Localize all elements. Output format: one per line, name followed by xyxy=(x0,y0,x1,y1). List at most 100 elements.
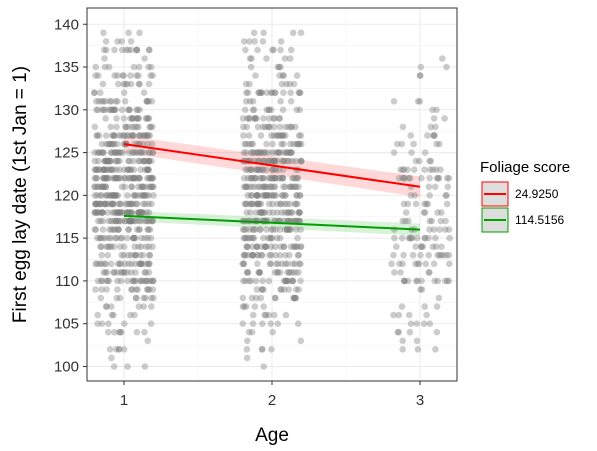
data-point xyxy=(145,149,153,156)
data-point xyxy=(99,174,107,182)
data-point xyxy=(117,200,125,208)
data-point xyxy=(94,183,102,191)
data-point xyxy=(283,80,290,88)
data-point xyxy=(425,269,433,276)
data-point xyxy=(297,277,304,285)
data-point xyxy=(120,346,128,353)
data-point xyxy=(276,226,284,233)
data-point xyxy=(100,106,107,114)
data-point xyxy=(265,200,273,208)
data-point xyxy=(269,226,277,233)
data-point xyxy=(263,106,271,114)
data-point xyxy=(275,63,283,71)
data-point xyxy=(91,174,98,182)
legend-label: 114.5156 xyxy=(515,213,564,227)
data-point xyxy=(258,174,266,182)
data-point xyxy=(248,192,256,199)
data-point xyxy=(121,269,128,276)
data-point xyxy=(286,251,293,259)
data-point xyxy=(414,98,422,105)
data-point xyxy=(410,140,417,148)
data-point xyxy=(259,38,267,45)
data-point xyxy=(246,98,254,105)
data-point xyxy=(442,192,449,199)
data-point xyxy=(244,115,251,122)
data-point xyxy=(150,183,157,191)
data-point xyxy=(105,157,112,165)
data-point xyxy=(402,217,409,225)
data-point xyxy=(282,123,289,131)
data-point xyxy=(114,226,122,233)
data-point xyxy=(271,294,279,302)
data-point xyxy=(98,277,105,285)
data-point xyxy=(111,269,118,276)
data-point xyxy=(395,328,403,336)
data-point xyxy=(247,63,255,71)
data-point xyxy=(99,217,107,225)
data-point xyxy=(267,157,275,165)
data-point xyxy=(249,320,257,328)
data-point xyxy=(282,277,290,285)
data-point xyxy=(140,192,148,199)
data-point xyxy=(421,234,429,242)
data-point xyxy=(145,260,152,268)
data-point xyxy=(144,140,151,148)
y-tick-label: 130 xyxy=(54,102,79,119)
data-point xyxy=(110,243,118,250)
data-point xyxy=(267,251,275,259)
data-point xyxy=(92,72,99,79)
data-point xyxy=(103,303,110,310)
data-point xyxy=(414,277,421,285)
data-point xyxy=(243,243,251,250)
data-point xyxy=(275,166,283,173)
data-point xyxy=(126,217,133,225)
data-point xyxy=(112,98,120,105)
data-point xyxy=(142,277,149,285)
data-point xyxy=(249,243,256,250)
data-point xyxy=(110,200,117,208)
data-point xyxy=(131,277,139,285)
data-point xyxy=(111,106,118,114)
data-point xyxy=(275,149,283,156)
data-point xyxy=(256,269,264,276)
data-point xyxy=(278,132,286,139)
data-point xyxy=(144,286,152,293)
data-point xyxy=(249,106,257,114)
data-point xyxy=(270,132,278,139)
data-point xyxy=(240,132,247,139)
data-point xyxy=(115,209,122,216)
data-point xyxy=(239,260,246,268)
data-point xyxy=(268,234,276,242)
data-point xyxy=(289,157,296,165)
data-point xyxy=(281,55,289,62)
data-point xyxy=(115,209,123,216)
data-point xyxy=(432,243,440,250)
data-point xyxy=(412,200,420,208)
data-point xyxy=(104,166,112,173)
data-point xyxy=(248,166,256,173)
data-point xyxy=(397,166,404,173)
data-point xyxy=(127,217,134,225)
data-point xyxy=(257,226,264,233)
data-point xyxy=(145,80,153,88)
data-point xyxy=(248,234,255,242)
data-point xyxy=(250,106,258,114)
data-point xyxy=(246,183,253,191)
data-point xyxy=(426,174,433,182)
data-point xyxy=(246,140,253,148)
data-point xyxy=(252,115,259,122)
data-point xyxy=(99,183,107,191)
y-tick-label: 120 xyxy=(54,187,79,204)
data-point xyxy=(274,132,282,139)
data-point xyxy=(270,183,278,191)
data-point xyxy=(406,311,413,319)
data-point xyxy=(443,200,451,208)
data-point xyxy=(113,115,120,122)
data-point xyxy=(113,174,120,182)
data-point xyxy=(250,149,257,156)
data-point xyxy=(282,251,289,259)
data-point xyxy=(446,260,453,268)
data-point xyxy=(242,200,250,208)
data-point xyxy=(144,115,152,122)
data-point xyxy=(271,123,278,131)
